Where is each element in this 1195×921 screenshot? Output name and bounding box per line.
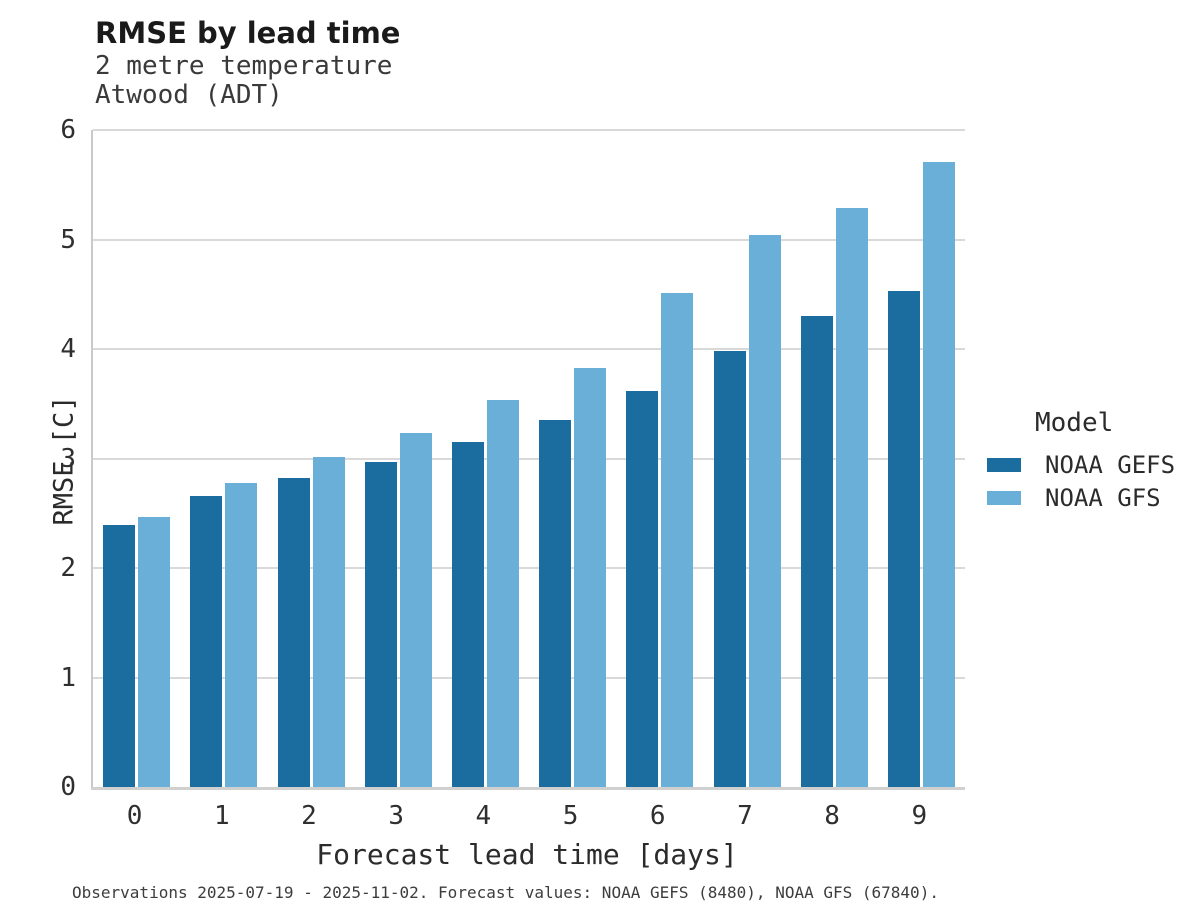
y-tick-4: 4 — [60, 334, 76, 364]
bar-noaa-gfs-day-7 — [748, 235, 781, 787]
gridline-y-1 — [93, 676, 965, 679]
y-tick-2: 2 — [60, 553, 76, 583]
legend-swatch-noaa-gfs — [987, 490, 1021, 505]
x-tick-1: 1 — [213, 801, 230, 831]
gridline-y-3 — [93, 457, 965, 460]
chart-subtitle-variable: 2 metre temperature — [95, 51, 393, 81]
y-tick-3: 3 — [60, 443, 76, 474]
y-tick-0: 0 — [60, 772, 76, 802]
chart-title: RMSE by lead time — [95, 16, 401, 50]
bar-noaa-gefs-day-1 — [190, 495, 223, 787]
y-axis-tick-labels: 0 1 2 3 4 5 6 — [0, 117, 76, 800]
bar-noaa-gfs-day-3 — [399, 433, 432, 787]
legend-item-noaa-gfs: NOAA GFS — [987, 481, 1175, 514]
bar-noaa-gfs-day-9 — [922, 161, 955, 787]
x-tick-7: 7 — [737, 801, 753, 831]
bar-noaa-gefs-day-6 — [626, 390, 659, 787]
legend-title: Model — [1035, 408, 1114, 438]
x-tick-8: 8 — [824, 801, 840, 831]
bar-noaa-gefs-day-8 — [800, 316, 833, 787]
y-tick-6: 6 — [60, 115, 76, 145]
x-tick-5: 5 — [562, 801, 579, 831]
bar-noaa-gfs-day-0 — [138, 516, 171, 787]
bar-noaa-gfs-day-8 — [835, 207, 868, 787]
x-tick-4: 4 — [475, 801, 492, 831]
x-axis-spine — [91, 787, 965, 790]
bar-noaa-gfs-day-6 — [661, 293, 694, 787]
bar-noaa-gefs-day-3 — [364, 461, 397, 787]
bar-noaa-gefs-day-0 — [103, 525, 136, 787]
x-tick-2: 2 — [301, 801, 317, 831]
bar-noaa-gefs-day-4 — [451, 442, 484, 787]
legend-item-noaa-gefs: NOAA GEFS — [987, 448, 1175, 481]
bar-noaa-gfs-day-4 — [486, 400, 519, 787]
bar-noaa-gefs-day-9 — [887, 290, 920, 787]
x-tick-0: 0 — [126, 801, 143, 831]
y-tick-1: 1 — [60, 662, 76, 693]
bar-noaa-gefs-day-2 — [277, 478, 310, 787]
legend-label-noaa-gfs: NOAA GFS — [1045, 483, 1161, 512]
gridline-y-4 — [93, 348, 965, 350]
x-tick-6: 6 — [649, 801, 666, 831]
y-tick-5: 5 — [60, 224, 76, 255]
x-tick-3: 3 — [388, 801, 404, 831]
chart-subtitle-location: Atwood (ADT) — [95, 80, 283, 110]
x-tick-9: 9 — [911, 801, 928, 831]
bar-noaa-gefs-day-7 — [713, 351, 746, 787]
bar-noaa-gfs-day-5 — [574, 367, 607, 787]
plot-area — [91, 129, 965, 790]
legend-label-noaa-gefs: NOAA GEFS — [1045, 450, 1176, 479]
x-axis-tick-labels: 0 1 2 3 4 5 6 7 8 9 — [91, 802, 963, 830]
x-axis-label: Forecast lead time [days] — [316, 838, 738, 871]
bar-noaa-gfs-day-1 — [225, 482, 258, 787]
legend: Model NOAA GEFS NOAA GFS — [987, 408, 1175, 514]
gridline-y-5 — [93, 238, 965, 241]
gridline-y-2 — [93, 567, 965, 569]
legend-swatch-noaa-gefs — [987, 457, 1021, 472]
gridline-y-6 — [93, 129, 965, 131]
caption: Observations 2025-07-19 - 2025-11-02. Fo… — [72, 883, 939, 902]
bar-noaa-gefs-day-5 — [539, 420, 572, 787]
bar-noaa-gfs-day-2 — [312, 457, 345, 787]
